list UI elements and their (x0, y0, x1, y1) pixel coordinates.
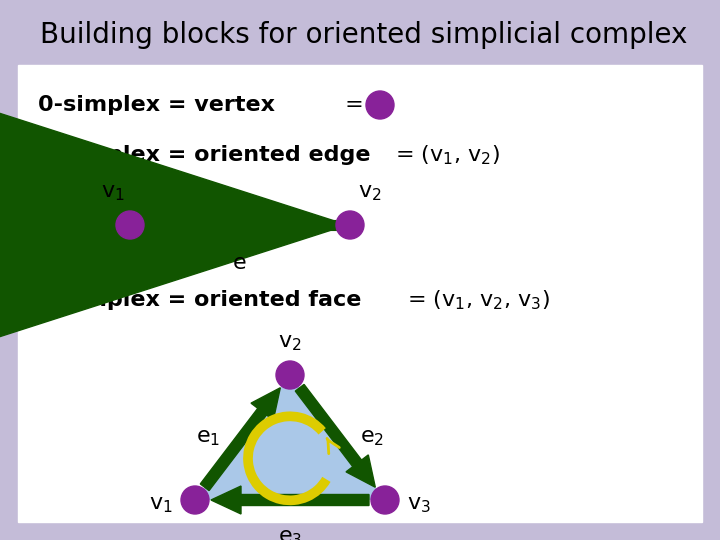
Circle shape (366, 91, 394, 119)
Text: v$_1$: v$_1$ (149, 495, 173, 515)
Text: Building blocks for oriented simplicial complex: Building blocks for oriented simplicial … (40, 21, 688, 49)
Circle shape (116, 211, 144, 239)
FancyArrow shape (200, 388, 280, 490)
Text: 1-simplex = oriented edge: 1-simplex = oriented edge (38, 145, 371, 165)
Text: e$_1$: e$_1$ (197, 428, 220, 448)
FancyArrow shape (211, 486, 369, 514)
Text: = v: = v (338, 95, 384, 115)
Circle shape (336, 211, 364, 239)
Text: 2-simplex = oriented face: 2-simplex = oriented face (38, 290, 361, 310)
Text: v$_1$: v$_1$ (102, 183, 125, 203)
Text: = (v$_1$, v$_2$): = (v$_1$, v$_2$) (388, 143, 500, 167)
Text: = (v$_1$, v$_2$, v$_3$): = (v$_1$, v$_2$, v$_3$) (400, 288, 550, 312)
Text: v$_2$: v$_2$ (278, 333, 302, 353)
Text: e$_2$: e$_2$ (359, 428, 384, 448)
Text: e$_3$: e$_3$ (278, 528, 302, 540)
Text: v$_2$: v$_2$ (358, 183, 382, 203)
Text: 0-simplex = vertex: 0-simplex = vertex (38, 95, 275, 115)
Bar (18, 65, 702, 522)
FancyArrow shape (295, 384, 375, 487)
Circle shape (276, 361, 304, 389)
Text: v$_3$: v$_3$ (407, 495, 431, 515)
Polygon shape (195, 375, 385, 500)
Text: e: e (233, 253, 247, 273)
Circle shape (371, 486, 399, 514)
Circle shape (181, 486, 209, 514)
